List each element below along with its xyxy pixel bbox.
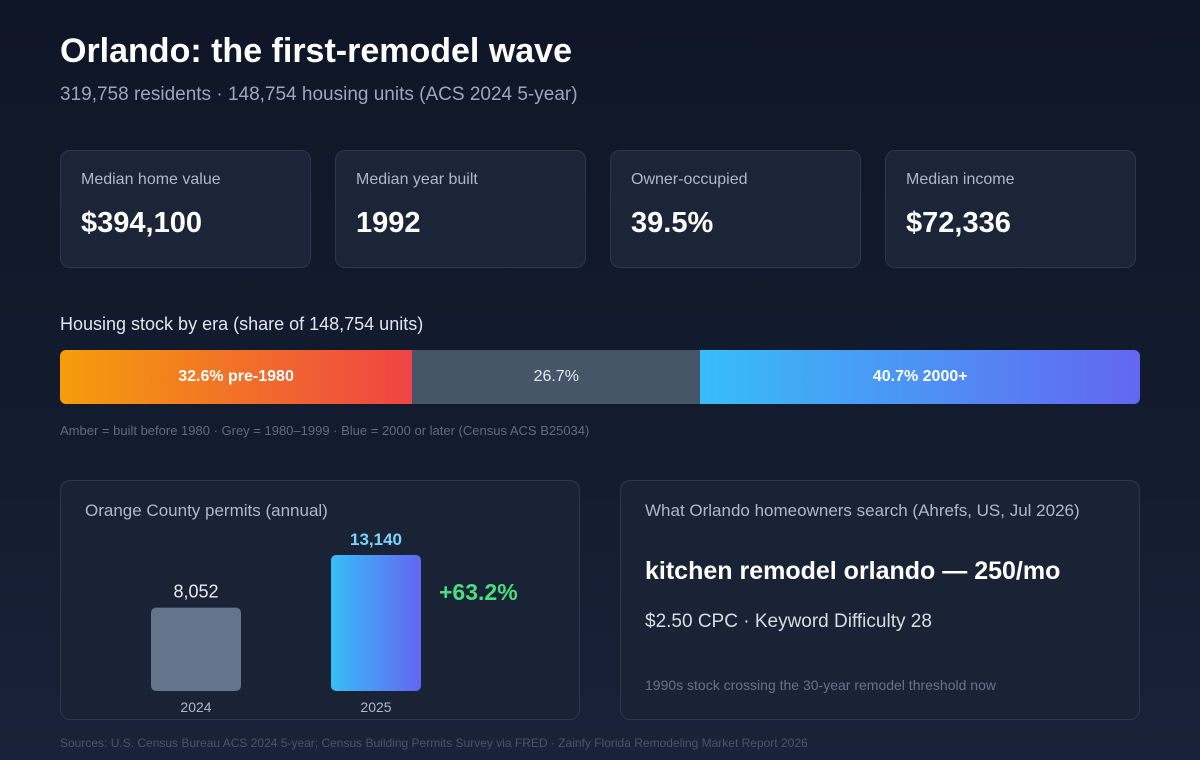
search-panel: What Orlando homeowners search (Ahrefs, … <box>620 480 1140 720</box>
era-segment-pre-1980: 32.6% pre-1980 <box>60 350 413 404</box>
permit-category-label-2024: 2024 <box>180 699 211 715</box>
keyword-note: 1990s stock crossing the 30-year remodel… <box>645 677 996 693</box>
permit-category-label-2025: 2025 <box>360 699 391 715</box>
kpi-label: Median year built <box>356 171 478 188</box>
permit-value-label-2025: 13,140 <box>350 530 402 549</box>
permits-growth-badge: +63.2% <box>439 579 518 605</box>
keyword-headline: kitchen remodel orlando — 250/mo <box>645 557 1061 585</box>
permits-title: Orange County permits (annual) <box>85 501 328 520</box>
search-title: What Orlando homeowners search (Ahrefs, … <box>645 501 1080 520</box>
kpi-value: 1992 <box>356 207 421 239</box>
era-segment-2000-plus: 40.7% 2000+ <box>700 350 1140 404</box>
kpi-label: Median home value <box>81 171 221 188</box>
kpi-card-year-built: Median year built 1992 <box>335 150 586 268</box>
kpi-value: $394,100 <box>81 207 202 239</box>
permits-panel: Orange County permits (annual) 8,052 2024… <box>60 480 580 720</box>
page-subtitle: 319,758 residents · 148,754 housing unit… <box>60 84 578 105</box>
permits-bar-chart: 8,052 2024 13,140 2025 <box>151 530 421 715</box>
kpi-value: $72,336 <box>906 207 1011 239</box>
era-segment-1980-1999: 26.7% <box>412 350 701 404</box>
kpi-card-median-income: Median income $72,336 <box>885 150 1136 268</box>
permit-bar-2024 <box>151 607 241 691</box>
kpi-value: 39.5% <box>631 207 714 239</box>
era-stacked-bar: 32.6% pre-1980 26.7% 40.7% 2000+ <box>60 350 1140 404</box>
era-legend-note: Amber = built before 1980 · Grey = 1980–… <box>60 423 590 438</box>
kpi-card-home-value: Median home value $394,100 <box>60 150 311 268</box>
permit-value-label-2024: 8,052 <box>173 582 218 602</box>
kpi-label: Owner-occupied <box>631 171 748 188</box>
era-title: Housing stock by era (share of 148,754 u… <box>60 314 424 334</box>
keyword-metrics: $2.50 CPC · Keyword Difficulty 28 <box>645 611 932 632</box>
kpi-label: Median income <box>906 171 1015 188</box>
permit-bar-2025 <box>331 555 421 691</box>
page-title: Orlando: the first-remodel wave <box>60 32 572 70</box>
kpi-row: Median home value $394,100 Median year b… <box>60 150 1136 268</box>
kpi-card-owner-occupied: Owner-occupied 39.5% <box>610 150 861 268</box>
sources-footer: Sources: U.S. Census Bureau ACS 2024 5-y… <box>60 736 808 750</box>
